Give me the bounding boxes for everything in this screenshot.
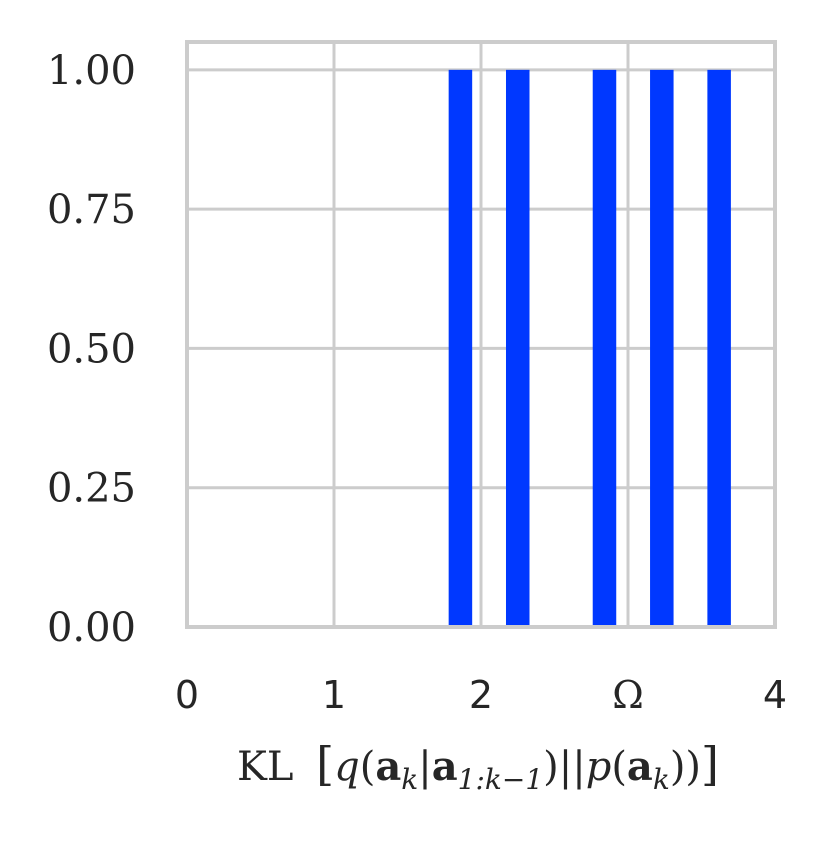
y-tick-label: 0.00 xyxy=(47,605,136,651)
xlabel-k1: k xyxy=(401,763,418,796)
bar xyxy=(592,69,617,628)
xlabel-lparen2: ( xyxy=(611,744,627,790)
x-axis-label: KL [q(ak|a1:k−1)||p(ak))] xyxy=(237,737,719,796)
x-tick-label: Ω xyxy=(612,673,644,717)
y-tick-label: 1.00 xyxy=(47,48,136,94)
xlabel-kl: KL xyxy=(237,744,293,790)
bar xyxy=(650,69,674,628)
xlabel-a3: a xyxy=(627,743,653,790)
y-tick-label: 0.50 xyxy=(47,326,136,372)
xlabel-rbracket: ] xyxy=(701,737,719,791)
plot-frame xyxy=(185,40,777,629)
x-tick-label: 4 xyxy=(763,673,787,717)
xlabel-rparen2: )) xyxy=(670,744,701,790)
xlabel-rparen1: ) xyxy=(543,744,559,790)
bars xyxy=(448,69,731,628)
y-tick-labels: 0.00 0.25 0.50 0.75 1.00 xyxy=(47,48,136,651)
xlabel-k3: k xyxy=(653,763,670,796)
xlabel-sub2: 1:k−1 xyxy=(458,763,544,796)
x-tick-label: 2 xyxy=(469,673,493,717)
x-tick-label: 0 xyxy=(175,673,199,717)
bar xyxy=(505,69,530,628)
bar xyxy=(707,69,731,628)
grid xyxy=(185,42,777,629)
y-tick-label: 0.75 xyxy=(47,187,136,233)
xlabel-a2: a xyxy=(432,743,458,790)
x-tick-label: 1 xyxy=(322,673,346,717)
x-tick-labels: 0 1 2 Ω 4 xyxy=(175,673,787,717)
xlabel-dbar: || xyxy=(559,744,586,790)
xlabel-bar: | xyxy=(418,744,431,790)
xlabel-p: p xyxy=(586,744,612,790)
y-tick-label: 0.25 xyxy=(47,466,136,512)
xlabel-a1: a xyxy=(375,743,401,790)
bar xyxy=(448,69,473,628)
xlabel-lbracket: [ xyxy=(316,737,334,791)
xlabel-q: q xyxy=(334,744,360,790)
xlabel-lparen1: ( xyxy=(360,744,376,790)
